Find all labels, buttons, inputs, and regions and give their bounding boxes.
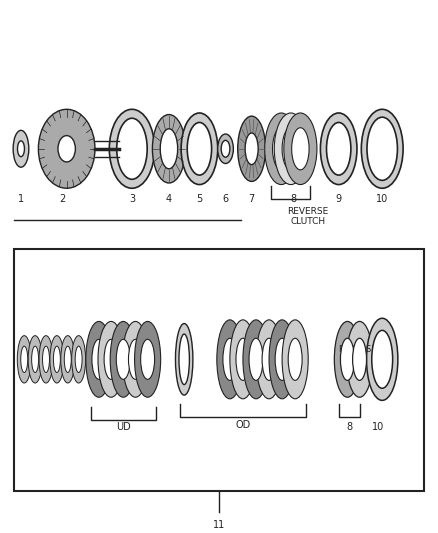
- Ellipse shape: [262, 338, 276, 381]
- Ellipse shape: [53, 346, 60, 373]
- Ellipse shape: [353, 338, 367, 381]
- Text: 4: 4: [166, 193, 172, 204]
- Ellipse shape: [117, 118, 147, 179]
- Ellipse shape: [274, 113, 307, 184]
- Ellipse shape: [282, 128, 300, 170]
- Text: 7: 7: [248, 193, 255, 204]
- Ellipse shape: [275, 338, 289, 381]
- Ellipse shape: [272, 128, 290, 170]
- Text: REVERSE: REVERSE: [339, 345, 377, 354]
- Text: 10: 10: [376, 193, 389, 204]
- Ellipse shape: [340, 338, 354, 381]
- Ellipse shape: [128, 340, 142, 379]
- Ellipse shape: [104, 340, 118, 379]
- Text: 9: 9: [336, 193, 342, 204]
- Ellipse shape: [141, 340, 155, 379]
- Ellipse shape: [218, 134, 233, 164]
- Ellipse shape: [122, 321, 148, 397]
- Ellipse shape: [179, 334, 189, 385]
- Ellipse shape: [176, 324, 193, 395]
- Ellipse shape: [72, 336, 85, 383]
- Ellipse shape: [32, 346, 39, 373]
- Bar: [14, 249, 424, 491]
- Ellipse shape: [334, 321, 360, 397]
- Ellipse shape: [217, 320, 243, 399]
- Ellipse shape: [372, 330, 392, 388]
- Ellipse shape: [367, 318, 398, 400]
- Ellipse shape: [243, 320, 269, 399]
- Text: 11: 11: [213, 520, 225, 530]
- Ellipse shape: [245, 133, 258, 165]
- Ellipse shape: [223, 338, 237, 381]
- Ellipse shape: [256, 320, 282, 399]
- Ellipse shape: [92, 340, 106, 379]
- Ellipse shape: [39, 109, 95, 188]
- Ellipse shape: [181, 113, 218, 184]
- Ellipse shape: [58, 135, 75, 162]
- Text: 8: 8: [290, 193, 296, 204]
- Text: REVERSE
CLUTCH: REVERSE CLUTCH: [288, 207, 329, 226]
- Text: OD: OD: [235, 420, 251, 430]
- Ellipse shape: [367, 117, 397, 180]
- Ellipse shape: [134, 321, 161, 397]
- Ellipse shape: [249, 338, 263, 381]
- Ellipse shape: [265, 113, 298, 184]
- Ellipse shape: [230, 320, 256, 399]
- Ellipse shape: [221, 140, 230, 157]
- Ellipse shape: [326, 123, 351, 175]
- Ellipse shape: [64, 346, 71, 373]
- Ellipse shape: [346, 321, 373, 397]
- Ellipse shape: [50, 336, 64, 383]
- Ellipse shape: [75, 346, 82, 373]
- Ellipse shape: [238, 116, 265, 181]
- Ellipse shape: [187, 123, 212, 175]
- Ellipse shape: [110, 109, 155, 188]
- Ellipse shape: [42, 346, 49, 373]
- Text: UD: UD: [116, 423, 131, 432]
- Ellipse shape: [116, 340, 130, 379]
- Text: 1: 1: [18, 193, 24, 204]
- Ellipse shape: [236, 338, 250, 381]
- Text: 2: 2: [59, 193, 65, 204]
- Ellipse shape: [361, 109, 403, 188]
- Ellipse shape: [288, 338, 302, 381]
- Text: 3: 3: [129, 193, 135, 204]
- Ellipse shape: [13, 131, 29, 167]
- Ellipse shape: [21, 346, 28, 373]
- Text: 5: 5: [196, 193, 202, 204]
- Ellipse shape: [269, 320, 295, 399]
- Ellipse shape: [292, 128, 309, 170]
- Ellipse shape: [86, 321, 112, 397]
- Ellipse shape: [28, 336, 42, 383]
- Ellipse shape: [39, 336, 53, 383]
- Ellipse shape: [18, 141, 25, 157]
- Text: 8: 8: [346, 423, 353, 432]
- Ellipse shape: [321, 113, 357, 184]
- Ellipse shape: [160, 129, 178, 169]
- Ellipse shape: [152, 115, 185, 183]
- Ellipse shape: [284, 113, 317, 184]
- Ellipse shape: [61, 336, 75, 383]
- Text: 10: 10: [372, 423, 384, 432]
- Ellipse shape: [110, 321, 136, 397]
- Ellipse shape: [282, 320, 308, 399]
- Ellipse shape: [17, 336, 31, 383]
- Ellipse shape: [98, 321, 124, 397]
- Text: 6: 6: [223, 193, 229, 204]
